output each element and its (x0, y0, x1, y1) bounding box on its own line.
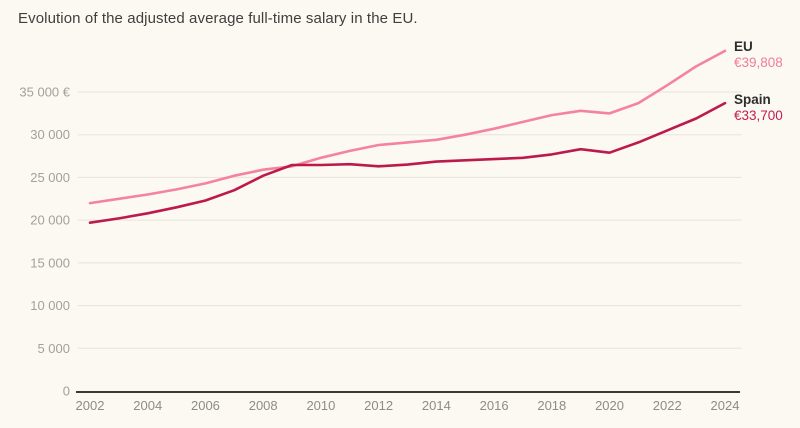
legend-spain-name: Spain (734, 92, 771, 107)
legend-eu: EU €39,808 (734, 39, 783, 71)
x-tick-label-2018: 2018 (537, 398, 566, 413)
y-tick-label-35000: 35 000 € (19, 85, 70, 100)
x-tick-label-2004: 2004 (133, 398, 162, 413)
legend-eu-name: EU (734, 39, 753, 54)
y-tick-label-15000: 15 000 (30, 255, 70, 270)
x-tick-label-2012: 2012 (364, 398, 393, 413)
legend-spain-value: €33,700 (734, 108, 783, 123)
y-tick-label-25000: 25 000 (30, 170, 70, 185)
y-tick-label-10000: 10 000 (30, 298, 70, 313)
eu-line (88, 49, 727, 205)
x-tick-label-2022: 2022 (653, 398, 682, 413)
x-tick-label-2002: 2002 (76, 398, 105, 413)
legend-spain: Spain €33,700 (734, 92, 783, 124)
x-tick-label-2014: 2014 (422, 398, 451, 413)
y-tick-label-20000: 20 000 (30, 213, 70, 228)
x-tick-label-2024: 2024 (711, 398, 740, 413)
chart-title: Evolution of the adjusted average full-t… (18, 10, 418, 27)
y-tick-label-30000: 30 000 (30, 127, 70, 142)
x-tick-label-2010: 2010 (306, 398, 335, 413)
x-tick-label-2020: 2020 (595, 398, 624, 413)
x-tick-label-2006: 2006 (191, 398, 220, 413)
x-tick-label-2008: 2008 (249, 398, 278, 413)
y-tick-label-0: 0 (63, 384, 70, 399)
legend-eu-value: €39,808 (734, 55, 783, 70)
x-tick-label-2016: 2016 (480, 398, 509, 413)
y-tick-label-5000: 5 000 (37, 341, 70, 356)
spain-line (88, 101, 727, 224)
